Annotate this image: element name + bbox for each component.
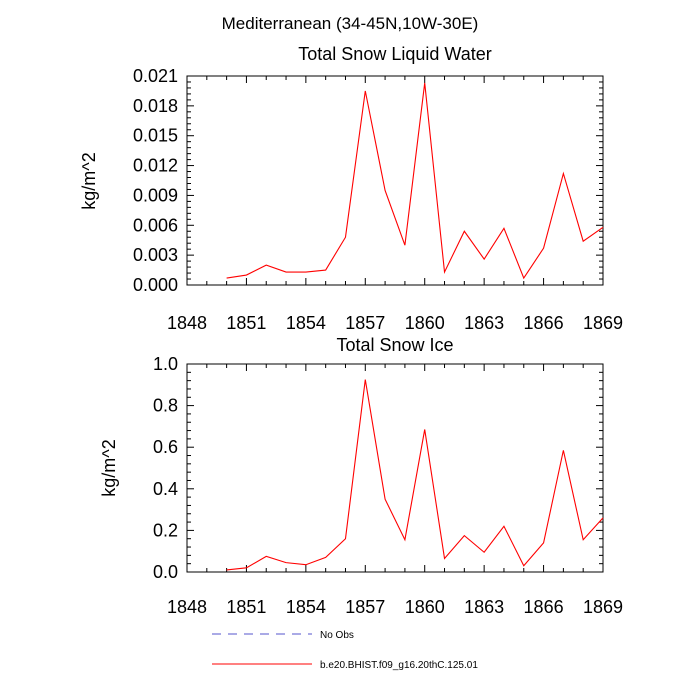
y-tick-label: 0.018 [133, 96, 178, 116]
y-tick-label: 0.000 [133, 275, 178, 295]
x-tick-label: 1851 [226, 597, 266, 617]
legend: No Obs b.e20.BHIST.f09_g16.20thC.125.01 [212, 630, 478, 671]
figure-title: Mediterranean (34-45N,10W-30E) [222, 14, 479, 33]
y-axis-label: kg/m^2 [79, 152, 99, 209]
plot-frame [186, 363, 604, 573]
snow-ice-chart: Total Snow Ice kg/m^2 1848 1851 1854 1857 18… [99, 335, 623, 617]
y-tick-label: 0.012 [133, 156, 178, 176]
x-tick-label: 1848 [167, 597, 207, 617]
y-axis-label: kg/m^2 [99, 439, 119, 496]
x-tick-label: 1857 [345, 597, 385, 617]
y-tick-label: 1.0 [153, 354, 178, 374]
x-tick-label: 1860 [405, 597, 445, 617]
y-tick-label: 0.2 [153, 520, 178, 540]
y-tick-label: 0.006 [133, 215, 178, 235]
x-tick-label: 1869 [583, 313, 623, 333]
x-tick-label: 1863 [464, 313, 504, 333]
x-tick-label: 1857 [345, 313, 385, 333]
y-tick-label: 0.8 [153, 396, 178, 416]
y-tick-label: 0.6 [153, 437, 178, 457]
x-tick-label: 1851 [226, 313, 266, 333]
series-line [226, 379, 604, 571]
chart-title: Total Snow Ice [336, 335, 453, 355]
x-tick-label: 1863 [464, 597, 504, 617]
legend-label-model: b.e20.BHIST.f09_g16.20thC.125.01 [320, 660, 478, 671]
x-tick-label: 1866 [524, 597, 564, 617]
y-tick-label: 0.4 [153, 479, 178, 499]
x-tick-label: 1866 [524, 313, 564, 333]
y-tick-label: 0.021 [133, 66, 178, 86]
plot-frame [186, 75, 604, 286]
y-tick-label: 0.015 [133, 126, 178, 146]
snow-liquid-water-chart: Total Snow Liquid Water kg/m^2 1848 1851 1… [79, 44, 623, 333]
x-tick-label: 1854 [286, 597, 326, 617]
y-tick-label: 0.003 [133, 245, 178, 265]
legend-label-no-obs: No Obs [320, 630, 354, 641]
y-tick-label: 0.009 [133, 185, 178, 205]
x-tick-label: 1869 [583, 597, 623, 617]
x-tick-label: 1854 [286, 313, 326, 333]
x-tick-label: 1860 [405, 313, 445, 333]
y-tick-label: 0.0 [153, 562, 178, 582]
series-line [226, 82, 604, 280]
x-tick-label: 1848 [167, 313, 207, 333]
chart-title: Total Snow Liquid Water [298, 44, 491, 64]
